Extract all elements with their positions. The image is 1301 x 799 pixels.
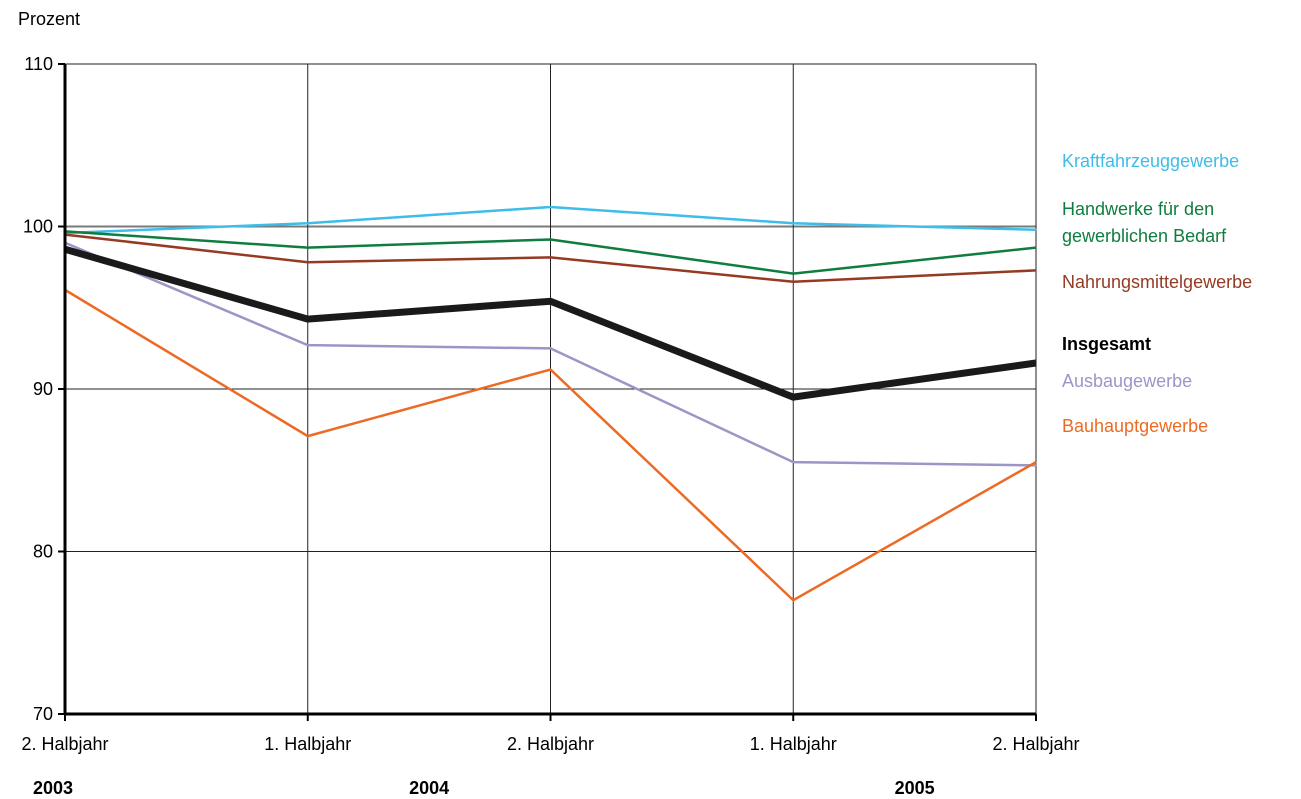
tick-labels: 70 80 90 100 110 2. Halbjahr 1. Halbjahr 2. Hal… bbox=[21, 54, 1079, 798]
year-label-2004: 2004 bbox=[409, 778, 449, 798]
x-tick-label-1: 1. Halbjahr bbox=[264, 734, 351, 754]
series-lines bbox=[64, 205, 1037, 602]
y-tick-label-70: 70 bbox=[33, 704, 53, 724]
data-point-3-2 bbox=[550, 300, 551, 302]
data-point-5-2 bbox=[550, 369, 551, 370]
legend-label-3-0: Insgesamt bbox=[1062, 334, 1151, 354]
y-axis-label: Prozent bbox=[18, 9, 80, 29]
y-tick-label-100: 100 bbox=[23, 217, 53, 237]
y-tick-label-110: 110 bbox=[24, 54, 53, 74]
data-point-3-1 bbox=[307, 318, 309, 320]
data-point-0-4 bbox=[1035, 229, 1037, 231]
data-point-2-4 bbox=[1035, 269, 1037, 271]
x-tick-label-3: 1. Halbjahr bbox=[750, 734, 837, 754]
data-point-4-2 bbox=[550, 347, 551, 349]
legend-label-5-0: Bauhauptgewerbe bbox=[1062, 416, 1208, 436]
axes bbox=[58, 63, 1037, 721]
x-tick-label-4: 2. Halbjahr bbox=[992, 734, 1079, 754]
year-label-2005: 2005 bbox=[895, 778, 935, 798]
data-point-0-1 bbox=[307, 222, 309, 224]
y-tick-label-80: 80 bbox=[33, 542, 53, 562]
data-point-0-2 bbox=[550, 206, 551, 208]
data-point-1-2 bbox=[550, 239, 551, 240]
legend-label-1-0: Handwerke für den bbox=[1062, 199, 1214, 219]
data-point-1-1 bbox=[307, 247, 309, 249]
data-point-2-1 bbox=[307, 261, 309, 263]
data-point-4-3 bbox=[792, 461, 794, 463]
data-point-2-2 bbox=[550, 256, 551, 258]
data-point-2-3 bbox=[792, 281, 794, 283]
grid bbox=[65, 63, 1037, 714]
data-point-5-4 bbox=[1035, 461, 1037, 463]
data-point-4-1 bbox=[307, 344, 309, 346]
year-label-2003: 2003 bbox=[33, 778, 73, 798]
x-tick-label-2: 2. Halbjahr bbox=[507, 734, 594, 754]
data-point-4-4 bbox=[1035, 464, 1037, 466]
data-point-1-4 bbox=[1035, 247, 1037, 249]
data-point-3-3 bbox=[792, 396, 794, 398]
data-point-0-3 bbox=[792, 222, 794, 224]
data-point-5-3 bbox=[792, 599, 794, 601]
legend-label-2-0: Nahrungsmittelgewerbe bbox=[1062, 272, 1252, 292]
legend-label-0-0: Kraftfahrzeuggewerbe bbox=[1062, 151, 1239, 171]
data-point-3-4 bbox=[1035, 362, 1037, 364]
legend-label-1-1: gewerblichen Bedarf bbox=[1062, 226, 1227, 246]
legend-label-4-0: Ausbaugewerbe bbox=[1062, 371, 1192, 391]
x-tick-label-0: 2. Halbjahr bbox=[21, 734, 108, 754]
legend: Kraftfahrzeuggewerbe Handwerke für den gew… bbox=[1062, 151, 1252, 436]
y-tick-label-90: 90 bbox=[33, 379, 53, 399]
data-point-5-1 bbox=[307, 435, 309, 437]
data-point-1-3 bbox=[792, 273, 794, 275]
